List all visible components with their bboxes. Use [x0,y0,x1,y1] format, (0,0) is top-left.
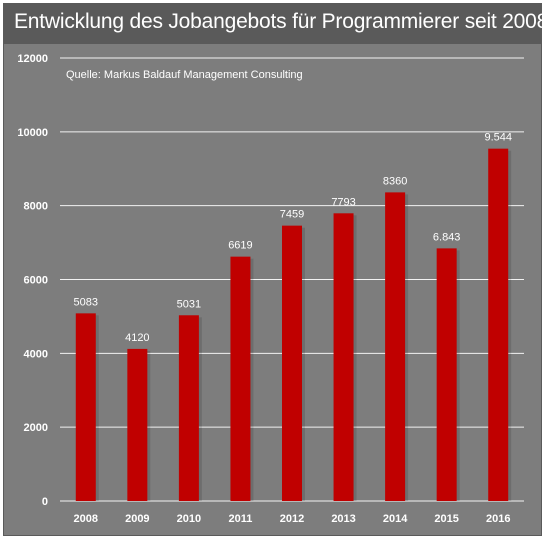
y-tick-label: 10000 [17,127,48,139]
title-bar: Entwicklung des Jobangebots für Programm… [4,4,546,44]
chart-title: Entwicklung des Jobangebots für Programm… [14,10,546,33]
data-label: 5083 [74,296,98,308]
bar [178,315,199,501]
bar [488,148,509,501]
data-label: 5031 [177,298,201,310]
x-tick-label: 2009 [125,513,149,525]
y-tick-label: 4000 [24,348,48,360]
y-tick-label: 6000 [24,275,48,287]
data-label: 6619 [228,240,252,252]
bar [282,225,302,501]
x-tick-label: 2016 [486,513,510,525]
data-label: 7793 [331,196,355,208]
x-tick-label: 2015 [434,513,458,525]
data-label: 8360 [383,175,407,187]
y-tick-label: 12000 [17,53,48,65]
x-tick-label: 2010 [177,513,201,525]
x-tick-label: 2012 [280,513,304,525]
bar [230,256,251,501]
bar [333,213,354,501]
y-tick-label: 0 [42,496,48,508]
y-tick-label: 8000 [24,201,48,213]
data-label: 7459 [280,209,304,221]
data-label: 9.544 [484,132,512,144]
data-label: 4120 [125,332,149,344]
x-tick-label: 2014 [383,513,408,525]
bar [436,248,457,501]
bar [127,348,148,501]
source-note: Quelle: Markus Baldauf Management Consul… [66,69,303,81]
x-tick-label: 2008 [74,513,98,525]
data-label: 6.843 [433,231,461,243]
bar [75,313,96,501]
x-tick-label: 2013 [331,513,355,525]
y-tick-label: 2000 [24,422,48,434]
bar [385,192,406,502]
x-tick-label: 2011 [229,513,253,525]
